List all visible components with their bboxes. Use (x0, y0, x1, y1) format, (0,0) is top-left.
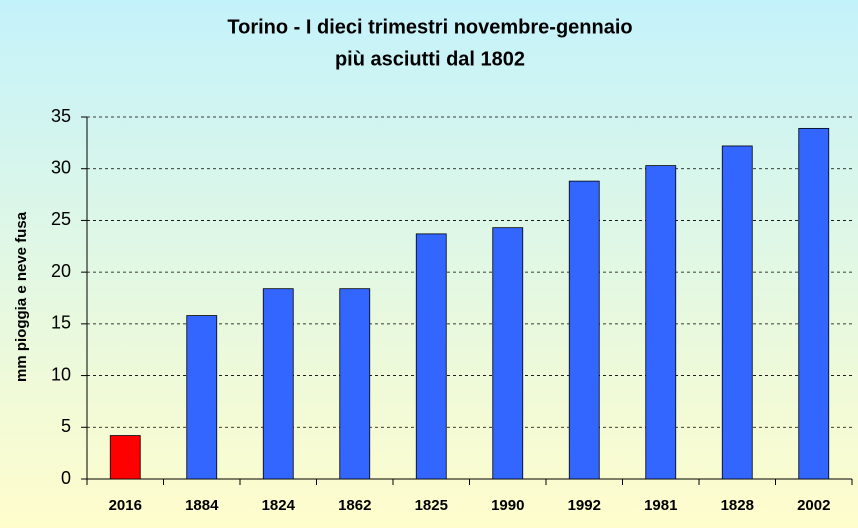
x-tick-label: 1992 (568, 497, 601, 514)
x-tick-label: 1828 (721, 497, 754, 514)
chart-title: Torino - I dieci trimestri novembre-genn… (227, 16, 632, 38)
bar (645, 165, 677, 480)
x-tick-label: 1825 (415, 497, 448, 514)
bar (262, 288, 294, 480)
y-tick-label: 10 (51, 364, 71, 384)
x-tick-label: 2002 (797, 497, 830, 514)
y-tick-label: 0 (61, 468, 71, 488)
y-tick-label: 30 (51, 157, 71, 177)
y-tick-label: 35 (51, 106, 71, 126)
x-tick-label: 1884 (185, 497, 219, 514)
y-tick-label: 25 (51, 209, 71, 229)
x-tick-label: 1981 (644, 497, 677, 514)
bar (798, 127, 830, 480)
x-tick-label: 1824 (262, 497, 296, 514)
y-tick-label: 20 (51, 261, 71, 281)
bar (568, 180, 600, 480)
x-tick-label: 2016 (109, 497, 142, 514)
y-axis-label: mm pioggia e neve fusa (13, 211, 30, 382)
chart-title: più asciutti dal 1802 (335, 48, 525, 70)
bar (186, 315, 218, 480)
y-tick-label: 15 (51, 313, 71, 333)
bar (339, 288, 371, 480)
bar (492, 227, 524, 480)
bar (109, 435, 141, 480)
x-tick-label: 1990 (491, 497, 524, 514)
y-tick-label: 5 (61, 416, 71, 436)
x-tick-label: 1862 (338, 497, 371, 514)
bar (721, 145, 753, 480)
bar (415, 233, 447, 480)
